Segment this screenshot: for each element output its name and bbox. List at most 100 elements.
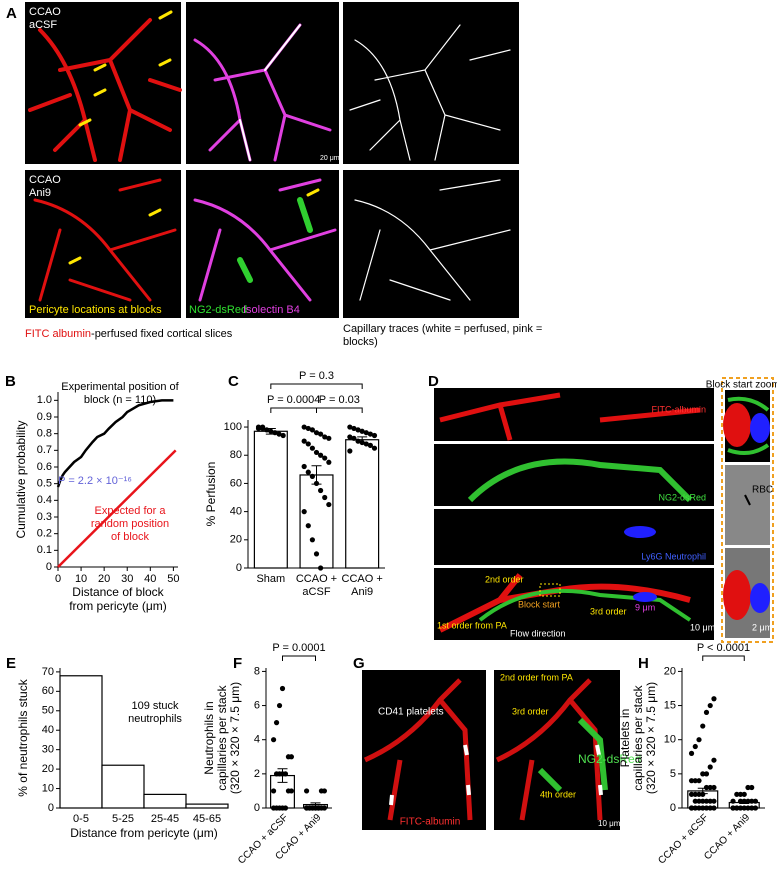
panel-label: G bbox=[353, 655, 365, 672]
data-point bbox=[273, 720, 280, 726]
data-point bbox=[322, 434, 328, 440]
data-point bbox=[309, 537, 315, 543]
scale-bar: 10 μm bbox=[598, 819, 621, 828]
y-tick-label: 0.7 bbox=[37, 444, 52, 456]
data-point bbox=[745, 784, 751, 791]
data-point bbox=[305, 425, 311, 432]
data-point bbox=[752, 798, 759, 804]
caption: FITC albumin-perfused fixed cortical sli… bbox=[25, 328, 233, 340]
y-tick-label: 8 bbox=[254, 665, 260, 677]
data-point bbox=[367, 431, 373, 437]
data-point bbox=[688, 791, 695, 797]
image-text: Ly6G Neutrophil bbox=[641, 551, 706, 561]
y-tick-label: 80 bbox=[230, 449, 242, 461]
caption: Capillary traces (white = perfused, pink… bbox=[343, 323, 543, 348]
bar bbox=[101, 764, 145, 809]
data-point bbox=[282, 771, 289, 777]
data-point bbox=[309, 427, 315, 433]
panel-label: F bbox=[233, 655, 242, 672]
image-text: CCAO bbox=[29, 6, 61, 18]
data-point bbox=[272, 430, 278, 436]
image-text: NG2-dsRed bbox=[189, 304, 247, 316]
x-tick-label: CCAO + aCSF bbox=[656, 812, 710, 866]
data-point bbox=[288, 788, 295, 794]
panel-label: D bbox=[428, 373, 439, 390]
image-text: CD41 platelets bbox=[378, 707, 444, 718]
image-text: 2nd order from PA bbox=[500, 672, 573, 682]
data-point bbox=[730, 805, 736, 811]
image-text: 4th order bbox=[540, 789, 576, 799]
y-tick-label: 0.5 bbox=[37, 478, 52, 490]
data-point bbox=[688, 805, 695, 811]
data-point bbox=[355, 438, 361, 444]
data-point bbox=[711, 798, 717, 804]
image-text: Block start bbox=[518, 599, 561, 609]
data-point bbox=[313, 480, 320, 487]
bar bbox=[253, 430, 288, 569]
data-point bbox=[359, 439, 365, 446]
image-text: aCSF bbox=[29, 19, 57, 31]
data-point bbox=[309, 473, 315, 479]
y-tick-label: 0.3 bbox=[37, 511, 52, 523]
data-point bbox=[279, 685, 286, 692]
data-point bbox=[276, 702, 283, 709]
panel-label: A bbox=[6, 5, 17, 22]
data-point bbox=[703, 771, 710, 777]
scale-bar: 10 μm bbox=[690, 622, 715, 632]
data-point bbox=[711, 805, 717, 811]
p-value: P < 0.0001 bbox=[697, 642, 750, 654]
data-point bbox=[301, 509, 307, 515]
y-tick-label: 30 bbox=[42, 744, 54, 756]
y-tick-label: 60 bbox=[42, 685, 54, 697]
image-g bbox=[362, 670, 620, 830]
y-tick-label: 20 bbox=[230, 534, 242, 546]
x-tick-label: 40 bbox=[144, 573, 156, 585]
y-tick-label: 15 bbox=[664, 699, 676, 711]
y-tick-label: 0 bbox=[48, 802, 54, 814]
data-point bbox=[741, 791, 747, 797]
annotation: 5-25 bbox=[111, 813, 135, 825]
y-tick-label: 70 bbox=[42, 666, 54, 678]
data-point bbox=[696, 798, 702, 804]
data-point bbox=[696, 805, 702, 811]
data-point bbox=[737, 791, 744, 797]
data-point bbox=[700, 771, 706, 777]
scale-bar: 20 μm bbox=[320, 155, 340, 162]
data-point bbox=[741, 805, 747, 811]
y-tick-label: 0 bbox=[46, 561, 52, 573]
x-axis-label: Distance of block bbox=[72, 585, 164, 599]
image-text: 3rd order bbox=[590, 606, 627, 616]
data-point bbox=[745, 805, 751, 811]
data-point bbox=[711, 696, 717, 702]
x-tick-label: 50 bbox=[167, 573, 179, 585]
data-point bbox=[700, 723, 706, 729]
data-point bbox=[700, 798, 706, 804]
y-tick-label: 100 bbox=[224, 421, 242, 433]
y-axis-label: capillaries per stack bbox=[215, 684, 229, 790]
data-point bbox=[276, 431, 282, 437]
scale-bar: 2 μm bbox=[752, 622, 772, 632]
image-text: Ani9 bbox=[29, 187, 51, 199]
annotation: CCAO + aCSF bbox=[295, 573, 338, 598]
annotation: 0-5 bbox=[73, 813, 89, 825]
data-point bbox=[737, 798, 744, 804]
data-point bbox=[703, 805, 710, 811]
data-point bbox=[703, 709, 710, 715]
data-point bbox=[309, 445, 315, 451]
data-point bbox=[347, 448, 353, 454]
y-axis-label: Neutrophils in bbox=[202, 701, 216, 774]
data-point bbox=[322, 455, 328, 461]
panel-label: C bbox=[228, 373, 239, 390]
y-tick-label: 10 bbox=[664, 734, 676, 746]
image-text: 9 μm bbox=[635, 602, 655, 612]
data-point bbox=[313, 430, 320, 436]
image-text: NG2-dsRed bbox=[578, 752, 641, 766]
data-point bbox=[707, 798, 713, 804]
x-tick-label: 30 bbox=[121, 573, 133, 585]
line bbox=[57, 449, 177, 568]
y-tick-label: 4 bbox=[254, 734, 260, 746]
data-point bbox=[280, 432, 286, 439]
annotation: Experimental position of block (n = 110) bbox=[61, 381, 179, 406]
image-d bbox=[434, 377, 774, 643]
data-point bbox=[367, 442, 373, 448]
